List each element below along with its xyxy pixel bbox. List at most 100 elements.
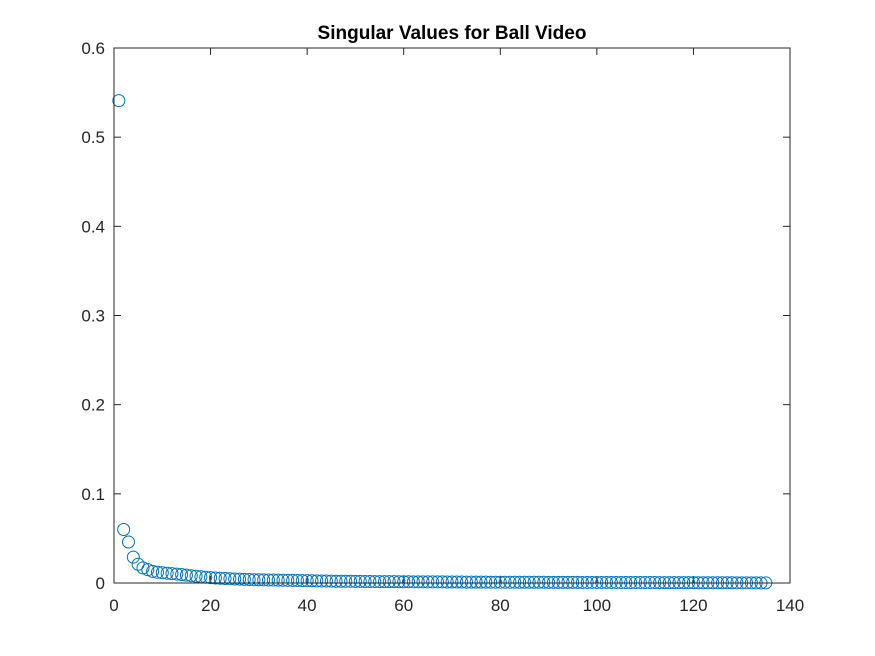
data-point xyxy=(208,571,222,585)
data-point xyxy=(290,574,304,588)
data-point xyxy=(474,575,488,589)
axis-ticks: 0 20 40 60 80 100 120 140 0 0.1 0.2 0.3 0.4 0.5 0.6 xyxy=(81,39,804,615)
y-tick-label: 0.6 xyxy=(81,39,105,58)
data-point xyxy=(517,575,531,589)
data-point xyxy=(223,572,237,586)
data-point xyxy=(358,574,372,588)
data-point xyxy=(503,575,517,589)
data-point xyxy=(324,574,338,588)
data-point xyxy=(537,575,551,589)
data-point xyxy=(218,572,232,586)
data-point xyxy=(600,575,614,589)
data-point xyxy=(546,575,560,589)
data-point xyxy=(160,566,174,580)
data-point xyxy=(585,575,599,589)
data-point xyxy=(339,574,353,588)
data-point xyxy=(184,569,198,583)
data-point xyxy=(348,574,362,588)
data-point xyxy=(257,573,271,587)
data-point xyxy=(556,575,570,589)
x-tick-label: 40 xyxy=(298,596,317,615)
data-point xyxy=(121,535,135,549)
data-point xyxy=(377,575,391,589)
data-point xyxy=(204,571,218,585)
data-point xyxy=(387,575,401,589)
data-point xyxy=(382,575,396,589)
data-points xyxy=(112,94,773,590)
data-point xyxy=(146,564,160,578)
data-point xyxy=(319,574,333,588)
data-point xyxy=(310,574,324,588)
y-tick-label: 0.5 xyxy=(81,128,105,147)
data-point xyxy=(247,573,261,587)
data-point xyxy=(431,575,445,589)
data-point xyxy=(561,575,575,589)
data-point xyxy=(175,568,189,582)
data-point xyxy=(305,574,319,588)
data-point xyxy=(522,575,536,589)
x-tick-label: 0 xyxy=(109,596,118,615)
data-point xyxy=(242,573,256,587)
data-point xyxy=(213,571,227,585)
data-point xyxy=(488,575,502,589)
data-point xyxy=(170,567,184,581)
data-point xyxy=(315,574,329,588)
data-point xyxy=(252,573,266,587)
data-point xyxy=(595,575,609,589)
data-point xyxy=(508,575,522,589)
y-tick-label: 0.3 xyxy=(81,307,105,326)
data-point xyxy=(469,575,483,589)
data-point xyxy=(580,575,594,589)
data-point xyxy=(329,574,343,588)
x-tick-label: 60 xyxy=(394,596,413,615)
plot-area xyxy=(114,48,790,583)
data-point xyxy=(392,575,406,589)
data-point xyxy=(271,573,285,587)
data-point xyxy=(117,523,131,536)
data-point xyxy=(493,575,507,589)
data-point xyxy=(532,575,546,589)
x-tick-label: 140 xyxy=(776,596,804,615)
data-point xyxy=(411,575,425,589)
data-point xyxy=(498,575,512,589)
x-tick-label: 20 xyxy=(201,596,220,615)
data-point xyxy=(527,575,541,589)
data-point xyxy=(406,575,420,589)
data-point xyxy=(455,575,469,589)
data-point xyxy=(150,565,164,579)
y-tick-label: 0.1 xyxy=(81,485,105,504)
data-point xyxy=(155,566,169,580)
y-tick-label: 0.2 xyxy=(81,396,105,415)
data-point xyxy=(416,575,430,589)
data-point xyxy=(353,574,367,588)
data-point xyxy=(604,575,618,589)
data-point xyxy=(228,572,242,586)
y-tick-label: 0 xyxy=(96,574,105,593)
data-point xyxy=(435,575,449,589)
data-point xyxy=(112,94,126,108)
chart-title: Singular Values for Ball Video xyxy=(318,23,587,44)
data-point xyxy=(397,575,411,589)
data-point xyxy=(479,575,493,589)
data-point xyxy=(459,575,473,589)
data-point xyxy=(363,574,377,588)
data-point xyxy=(373,575,387,589)
data-point xyxy=(233,572,247,586)
data-point xyxy=(421,575,435,589)
data-point xyxy=(334,574,348,588)
data-point xyxy=(262,573,276,587)
data-point xyxy=(295,574,309,588)
data-point xyxy=(464,575,478,589)
data-point xyxy=(426,575,440,589)
x-tick-label: 80 xyxy=(491,596,510,615)
y-tick-label: 0.4 xyxy=(81,217,105,236)
data-point xyxy=(484,575,498,589)
data-point xyxy=(450,575,464,589)
data-point xyxy=(286,573,300,587)
data-point xyxy=(368,575,382,589)
x-tick-label: 100 xyxy=(583,596,611,615)
data-point xyxy=(542,575,556,589)
data-point xyxy=(276,573,290,587)
data-point xyxy=(344,574,358,588)
data-point xyxy=(266,573,280,587)
